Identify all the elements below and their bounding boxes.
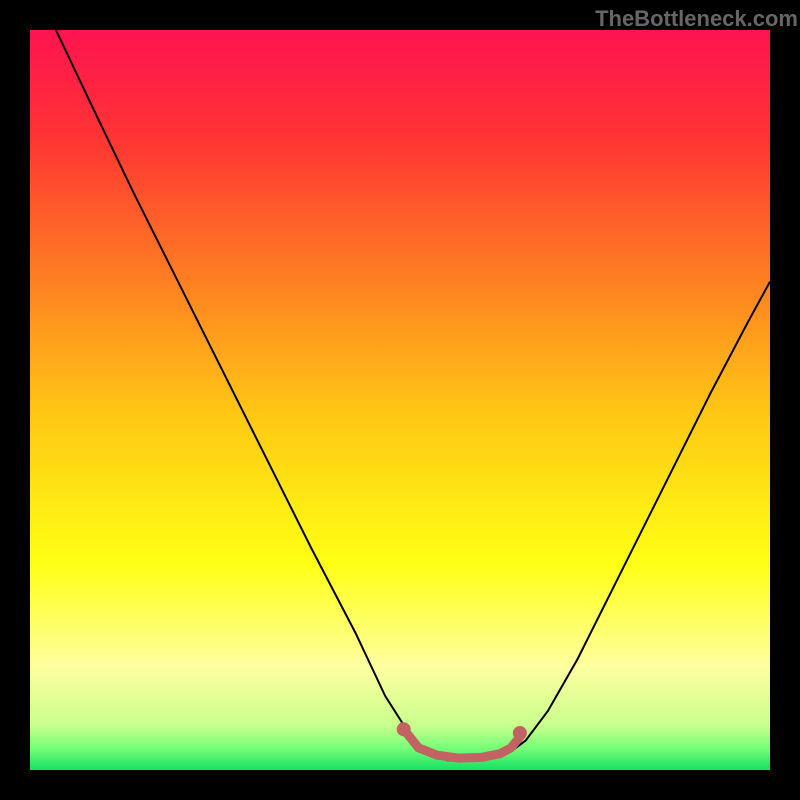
gradient-background: [30, 30, 770, 770]
bottleneck-chart: [30, 30, 770, 770]
optimal-range-endpoint: [513, 726, 527, 740]
canvas-root: TheBottleneck.com: [0, 0, 800, 800]
watermark-text: TheBottleneck.com: [595, 6, 798, 32]
chart-stage: [30, 30, 770, 770]
optimal-range-endpoint: [397, 722, 411, 736]
